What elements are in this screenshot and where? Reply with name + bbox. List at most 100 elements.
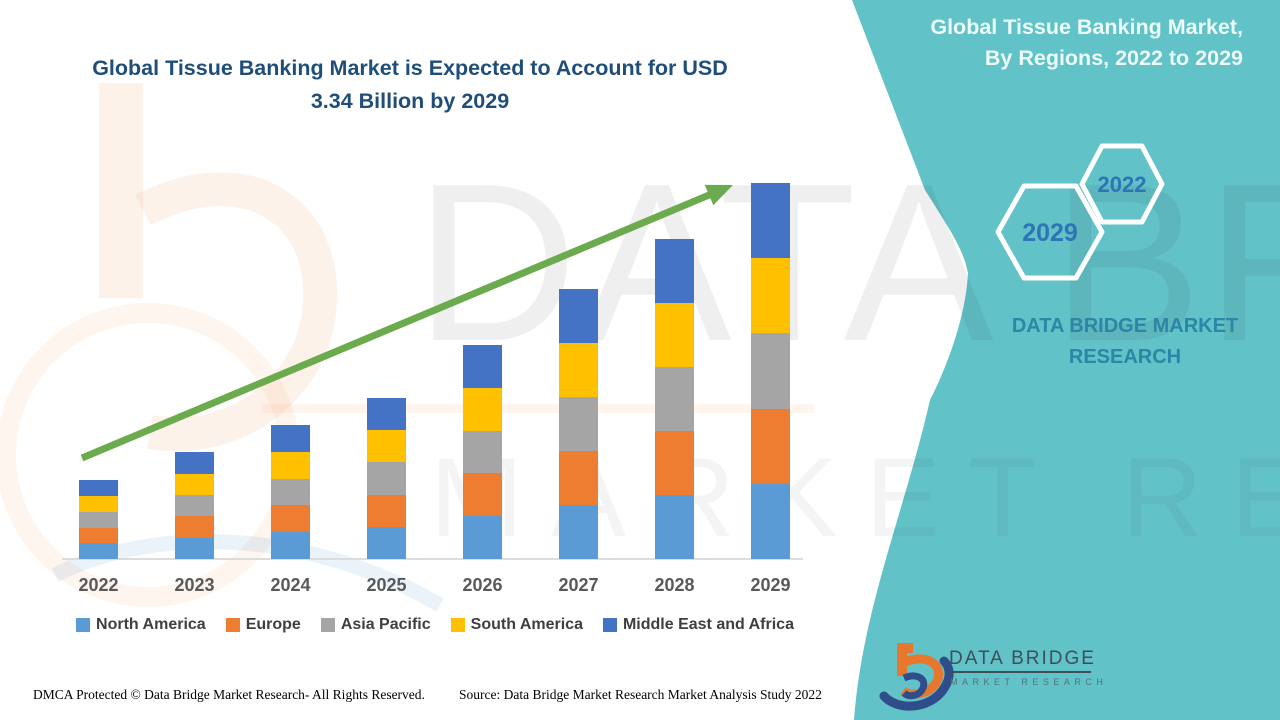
bar-2022 [79,480,118,559]
bar-segment-asia-pacific [79,511,118,528]
legend-label: Middle East and Africa [622,616,794,633]
legend-label: Asia Pacific [340,616,431,633]
legend-swatch-icon [450,618,465,632]
hexagon-2029-label: 2029 [1022,219,1078,247]
footer-dmca-text: DMCA Protected © Data Bridge Market Rese… [33,687,425,702]
bar-segment-north-america [559,504,598,559]
bar-segment-europe [367,494,406,527]
x-axis-label-2022: 2022 [78,575,119,595]
bar-segment-middle-east-and-africa [559,288,598,343]
brand-caption: DATA BRIDGE MARKET RESEARCH [990,311,1260,373]
logo-wordmark: DATA BRIDGE [949,648,1096,669]
legend-item-middle-east-and-africa: Middle East and Africa [602,616,794,634]
bar-segment-south-america [367,430,406,463]
bar-2027 [559,288,598,559]
bar-segment-north-america [79,543,118,559]
legend-swatch-icon [602,618,617,632]
bar-segment-asia-pacific [559,396,598,451]
bar-segment-south-america [559,342,598,397]
bar-segment-europe [655,431,694,496]
legend-swatch-icon [225,618,240,632]
page-title: Global Tissue Banking Market is Expected… [60,52,760,118]
bar-segment-north-america [655,495,694,559]
bar-segment-middle-east-and-africa [751,183,790,259]
bar-segment-asia-pacific [175,494,214,517]
x-axis-label-2026: 2026 [462,575,503,595]
bar-segment-middle-east-and-africa [655,239,694,304]
footer-source-text: Source: Data Bridge Market Research Mark… [459,687,822,702]
legend-label: Europe [245,616,301,633]
bar-segment-north-america [271,532,310,559]
bar-segment-middle-east-and-africa [463,345,502,388]
bar-segment-north-america [175,537,214,559]
bar-segment-south-america [79,496,118,512]
hexagon-2022-label: 2022 [1098,172,1147,197]
bar-segment-asia-pacific [463,430,502,474]
legend-swatch-icon [320,618,335,632]
bar-segment-europe [463,473,502,517]
bar-segment-asia-pacific [751,333,790,409]
page-title-line1: Global Tissue Banking Market is Expected… [92,56,728,80]
bar-2023 [175,452,214,559]
bar-segment-middle-east-and-africa [79,480,118,496]
legend-item-asia-pacific: Asia Pacific [320,616,431,634]
side-panel-heading: Global Tissue Banking Market, By Regions… [930,12,1243,74]
bar-segment-asia-pacific [655,367,694,432]
bar-2026 [463,345,502,559]
x-axis-label-2025: 2025 [366,575,407,595]
bar-segment-south-america [751,258,790,334]
hexagon-2029-icon [995,183,1105,281]
bar-segment-north-america [751,483,790,559]
x-axis-label-2029: 2029 [750,575,791,595]
bar-segment-asia-pacific [271,478,310,506]
bar-segment-europe [751,408,790,484]
bar-segment-south-america [175,473,214,495]
brand-caption-line1: DATA BRIDGE MARKET [1011,315,1239,337]
side-heading-line2: By Regions, 2022 to 2029 [984,46,1243,70]
chart-legend: North America Europe Asia Pacific South Ame… [40,616,830,634]
x-axis-label-2027: 2027 [558,575,599,595]
bar-2028 [655,239,694,559]
legend-label: North America [96,616,206,633]
bar-segment-middle-east-and-africa [367,398,406,431]
bar-segment-europe [271,505,310,533]
x-axis-label-2023: 2023 [174,575,215,595]
bar-segment-asia-pacific [367,462,406,495]
logo-divider [949,671,1091,673]
side-heading-line1: Global Tissue Banking Market, [930,15,1243,39]
x-axis-line [62,558,803,560]
bar-2024 [271,425,310,559]
bar-segment-north-america [463,516,502,559]
legend-item-south-america: South America [450,616,583,634]
x-axis-label-2024: 2024 [270,575,311,595]
bar-segment-south-america [271,451,310,479]
bar-2029 [751,183,790,559]
teal-swoosh-shape [852,0,1280,720]
bar-segment-europe [175,516,214,538]
legend-swatch-icon [76,618,91,632]
hexagon-2022-icon [1079,143,1165,225]
legend-item-europe: Europe [225,616,301,634]
bar-segment-europe [79,527,118,544]
bar-segment-south-america [463,387,502,431]
bar-segment-north-america [367,526,406,559]
bar-segment-middle-east-and-africa [271,425,310,452]
bar-segment-europe [559,450,598,505]
page-title-line2: 3.34 Billion by 2029 [310,89,510,113]
logo-subtitle: MARKET RESEARCH [950,677,1108,687]
brand-caption-line2: RESEARCH [1068,346,1182,368]
legend-label: South America [470,616,583,633]
bar-segment-middle-east-and-africa [175,452,214,474]
bar-segment-south-america [655,303,694,368]
legend-item-north-america: North America [76,616,206,634]
bar-2025 [367,398,406,559]
x-axis-label-2028: 2028 [654,575,695,595]
